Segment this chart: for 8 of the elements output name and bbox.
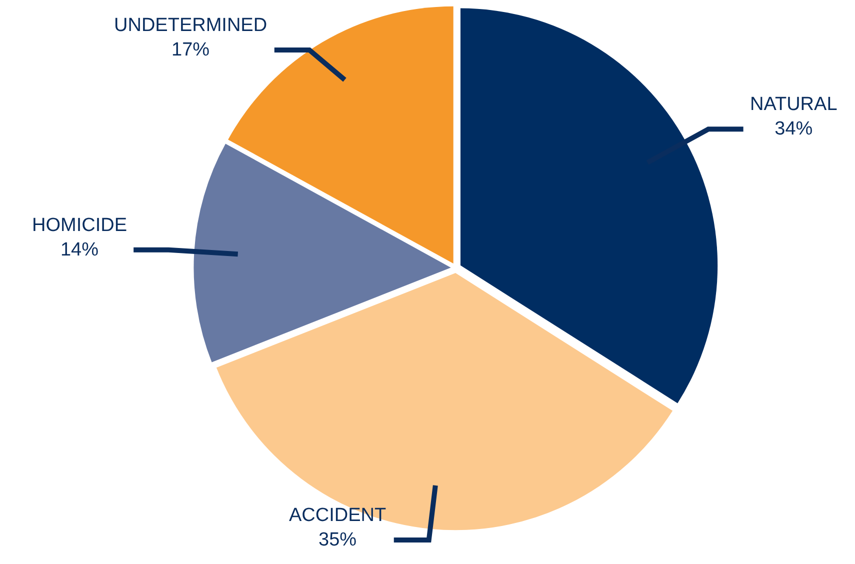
data-label: 17%: [172, 40, 210, 61]
slice-label: NATURAL: [750, 94, 838, 115]
data-label: 35%: [318, 530, 357, 551]
slice-label: HOMICIDE: [32, 215, 127, 236]
data-label: 14%: [60, 240, 99, 261]
slice-label: ACCIDENT: [289, 505, 387, 526]
data-label: 34%: [774, 118, 813, 140]
slice-label: UNDETERMINED: [114, 15, 268, 36]
